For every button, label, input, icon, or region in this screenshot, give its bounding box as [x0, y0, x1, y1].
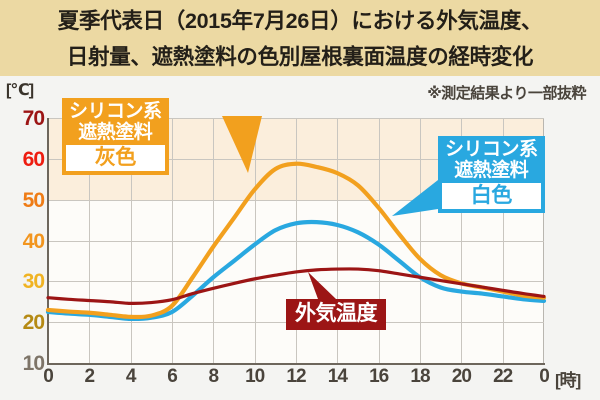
callout-air-temp: 外気温度 [286, 299, 386, 330]
gridline-vertical [254, 118, 256, 363]
title-line-1: 夏季代表日（2015年7月26日）における外気温度、 [57, 9, 543, 33]
callout-white-value: 白色 [442, 183, 541, 209]
note-text: ※測定結果より一部抜粋 [427, 85, 586, 102]
y-axis-line [47, 118, 49, 365]
x-axis-tick-6: 6 [167, 366, 178, 387]
callout-gray-paint: シリコン系 遮熱塗料 灰色 [62, 98, 169, 175]
gridline-vertical [420, 118, 421, 363]
callout-gray-head-line1: シリコン系 [69, 101, 162, 122]
x-axis-tick-18: 18 [410, 366, 430, 387]
y-axis-tick-20: 20 [22, 311, 45, 335]
callout-gray-head: シリコン系 遮熱塗料 [62, 98, 169, 145]
y-axis-tick-60: 60 [22, 147, 45, 171]
callout-white-head: シリコン系 遮熱塗料 [438, 136, 545, 183]
chart-area: [℃] ※測定結果より一部抜粋 10 20 30 40 50 60 70 0 2 4 6 8 10 12… [0, 76, 600, 400]
y-axis-tick-40: 40 [22, 229, 45, 253]
gridline-vertical [213, 118, 215, 363]
callout-air-label: 外気温度 [295, 302, 378, 325]
x-axis-tick-14: 14 [327, 366, 348, 387]
x-axis-tick-16: 16 [369, 366, 389, 387]
y-axis-tick-70: 70 [22, 107, 45, 130]
callout-white-head-line2: 遮熱塗料 [454, 160, 529, 181]
y-axis-tick-30: 30 [22, 270, 45, 294]
y-axis-unit-label: [℃] [6, 82, 34, 99]
x-axis-tick-22: 22 [493, 366, 513, 387]
x-axis-tick-0: 0 [43, 366, 54, 387]
title-bar: 夏季代表日（2015年7月26日）における外気温度、 日射量、遮熱塗料の色別屋根… [0, 0, 600, 76]
x-axis-unit-label: [時] [555, 371, 581, 390]
callout-white-paint: シリコン系 遮熱塗料 白色 [438, 136, 545, 213]
callout-gray-value: 灰色 [66, 145, 165, 171]
title-line-2: 日射量、遮熱塗料の色別屋根裏面温度の経時変化 [66, 45, 534, 69]
x-axis-tick-20: 20 [451, 366, 472, 387]
x-axis-tick-4: 4 [125, 366, 137, 387]
x-axis-tick-2: 2 [84, 366, 96, 387]
x-axis-tick-8: 8 [208, 366, 220, 387]
gridline-vertical [172, 118, 173, 363]
y-axis-tick-50: 50 [22, 188, 45, 212]
x-axis-tick-12: 12 [286, 366, 306, 387]
callout-gray-head-line2: 遮熱塗料 [78, 122, 153, 143]
callout-white-head-line1: シリコン系 [445, 139, 538, 160]
y-axis-tick-10: 10 [22, 352, 45, 375]
x-axis-line [48, 363, 545, 365]
x-axis-tick-24: 0 [539, 366, 550, 387]
x-axis-tick-10: 10 [245, 366, 265, 387]
y-axis-labels: 10 20 30 40 50 60 70 [0, 76, 45, 376]
